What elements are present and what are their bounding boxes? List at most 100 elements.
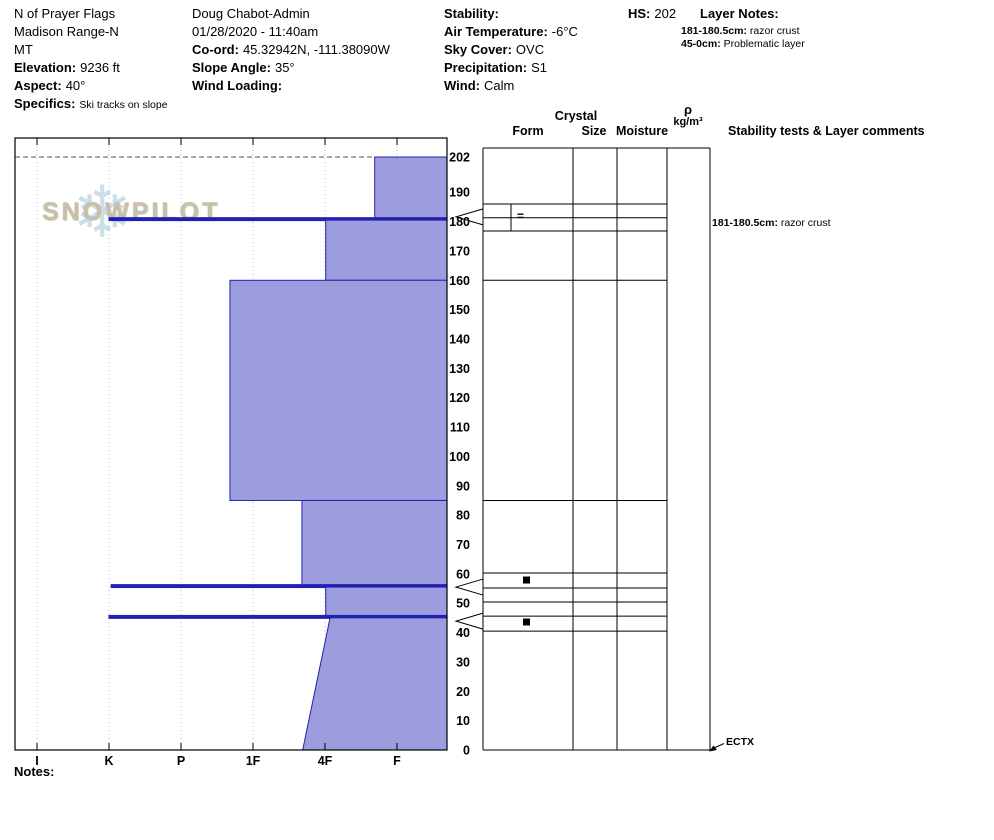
snowpilot-logo: ❄ SNOWPILOT xyxy=(42,173,222,253)
depth-tick-label: 30 xyxy=(456,655,470,669)
layer-comment: 181-180.5cm: razor crust xyxy=(712,217,830,229)
elevation-label: Elevation: xyxy=(14,60,77,75)
site-aspect: Aspect: 40° xyxy=(14,77,168,95)
wind-loading: Wind Loading: xyxy=(192,77,390,95)
layer-note-range: 181-180.5cm: xyxy=(681,25,747,37)
layer-bar xyxy=(325,586,448,617)
crystal-column-header: Crystal xyxy=(554,109,598,123)
wind-label: Wind: xyxy=(444,78,480,93)
observer-info: Doug Chabot-Admin 01/28/2020 - 11:40am C… xyxy=(192,5,390,95)
aspect-value: 40° xyxy=(65,78,86,93)
density-column-header: ρ kg/m³ xyxy=(665,103,711,129)
site-state: MT xyxy=(14,42,33,57)
site-range: Madison Range-N xyxy=(14,24,119,39)
hs-value: 202 xyxy=(654,6,677,21)
pit-datetime: 01/28/2020 - 11:40am xyxy=(192,24,319,39)
slope-angle: Slope Angle: 35° xyxy=(192,59,390,77)
specifics-value: Ski tracks on slope xyxy=(79,99,168,111)
grain-form-square-symbol xyxy=(523,618,530,626)
stability: Stability: xyxy=(444,5,578,23)
depth-tick-label: 170 xyxy=(449,244,470,258)
conditions-info: Stability: Air Temperature: -6°C Sky Cove… xyxy=(444,5,578,95)
hardness-tick-label: 1F xyxy=(246,754,261,768)
depth-tick-label: 80 xyxy=(456,509,470,523)
depth-tick-label: 40 xyxy=(456,626,470,640)
specifics-label: Specifics: xyxy=(14,96,76,111)
layer-bar xyxy=(301,499,448,587)
depth-tick-label: 120 xyxy=(449,391,470,405)
rho-symbol: ρ xyxy=(683,102,693,117)
depth-tick-label: 50 xyxy=(456,597,470,611)
depth-tick-label: 202 xyxy=(449,151,470,165)
depth-tick-label: 160 xyxy=(449,274,470,288)
observer-name: Doug Chabot-Admin xyxy=(192,6,310,21)
hardness-tick-label: K xyxy=(104,754,113,768)
sky-cover-label: Sky Cover: xyxy=(444,42,512,57)
grain-form-square-symbol xyxy=(523,576,530,584)
air-temp-value: -6°C xyxy=(551,24,578,39)
air-temp-label: Air Temperature: xyxy=(444,24,548,39)
precipitation: Precipitation: S1 xyxy=(444,59,578,77)
depth-tick-label: 60 xyxy=(456,567,470,581)
layer-note-range: 45-0cm: xyxy=(681,38,721,50)
layer-bar xyxy=(325,219,448,281)
logo-text: SNOWPILOT xyxy=(42,198,221,226)
depth-tick-label: 10 xyxy=(456,714,470,728)
layer-notes: Layer Notes: 181-180.5cm: razor crust 45… xyxy=(681,5,805,51)
depth-tick-label: 0 xyxy=(463,744,470,758)
snow-height: HS: 202 xyxy=(628,5,676,23)
stability-label: Stability: xyxy=(444,6,499,21)
ectx-arrow-head xyxy=(709,745,717,752)
layer-bar xyxy=(374,156,448,220)
coord-value: 45.32942N, -111.38090W xyxy=(242,42,390,57)
site-info: N of Prayer Flags Madison Range-N MT Ele… xyxy=(14,5,168,114)
layer-comment-text: razor crust xyxy=(780,217,831,229)
layer-bar xyxy=(302,617,448,751)
precip-value: S1 xyxy=(531,60,547,75)
slope-angle-label: Slope Angle: xyxy=(192,60,271,75)
layer-notes-title: Layer Notes: xyxy=(700,6,779,21)
elevation-value: 9236 ft xyxy=(80,60,120,75)
hardness-tick-label: I xyxy=(35,754,38,768)
site-specifics: Specifics: Ski tracks on slope xyxy=(14,95,168,114)
layer-pointer-arrow xyxy=(454,612,484,630)
depth-tick-label: 150 xyxy=(449,303,470,317)
snowflake-icon: ❄ xyxy=(72,173,133,253)
hs-label: HS: xyxy=(628,6,651,21)
layer-note-text: razor crust xyxy=(749,25,800,37)
notes-label: Notes: xyxy=(14,764,55,779)
site-elevation: Elevation: 9236 ft xyxy=(14,59,168,77)
slope-angle-value: 35° xyxy=(274,60,295,75)
layer-comment-range: 181-180.5cm: xyxy=(712,217,778,229)
depth-tick-label: 100 xyxy=(449,450,470,464)
sky-cover: Sky Cover: OVC xyxy=(444,41,578,59)
site-name: N of Prayer Flags xyxy=(14,6,116,21)
depth-tick-label: 20 xyxy=(456,685,470,699)
hardness-tick-label: P xyxy=(177,754,185,768)
depth-tick-label: 140 xyxy=(449,333,470,347)
coord-label: Co-ord: xyxy=(192,42,239,57)
layer-note: 181-180.5cm: razor crust xyxy=(681,25,805,38)
depth-tick-label: 130 xyxy=(449,362,470,376)
depth-tick-label: 110 xyxy=(450,421,470,435)
layer-bar xyxy=(229,279,448,501)
depth-tick-label: 180 xyxy=(449,215,470,229)
precip-label: Precipitation: xyxy=(444,60,528,75)
coordinates: Co-ord: 45.32942N, -111.38090W xyxy=(192,41,390,59)
chart-border xyxy=(14,137,448,751)
layer-note: 45-0cm: Problematic layer xyxy=(681,38,805,51)
size-column-header: Size xyxy=(581,124,607,138)
aspect-label: Aspect: xyxy=(14,78,62,93)
grain-form-crust-symbol: = xyxy=(517,209,524,223)
air-temperature: Air Temperature: -6°C xyxy=(444,23,578,41)
rho-units: kg/m³ xyxy=(673,116,703,128)
depth-tick-label: 70 xyxy=(456,538,470,552)
hardness-tick-label: F xyxy=(393,754,401,768)
form-column-header: Form xyxy=(512,124,544,138)
wind-loading-label: Wind Loading: xyxy=(192,78,283,93)
layer-pointer-arrow xyxy=(454,208,484,226)
sky-cover-value: OVC xyxy=(515,42,545,57)
stability-test-result: ECTX xyxy=(726,736,755,748)
depth-tick-label: 190 xyxy=(449,186,470,200)
